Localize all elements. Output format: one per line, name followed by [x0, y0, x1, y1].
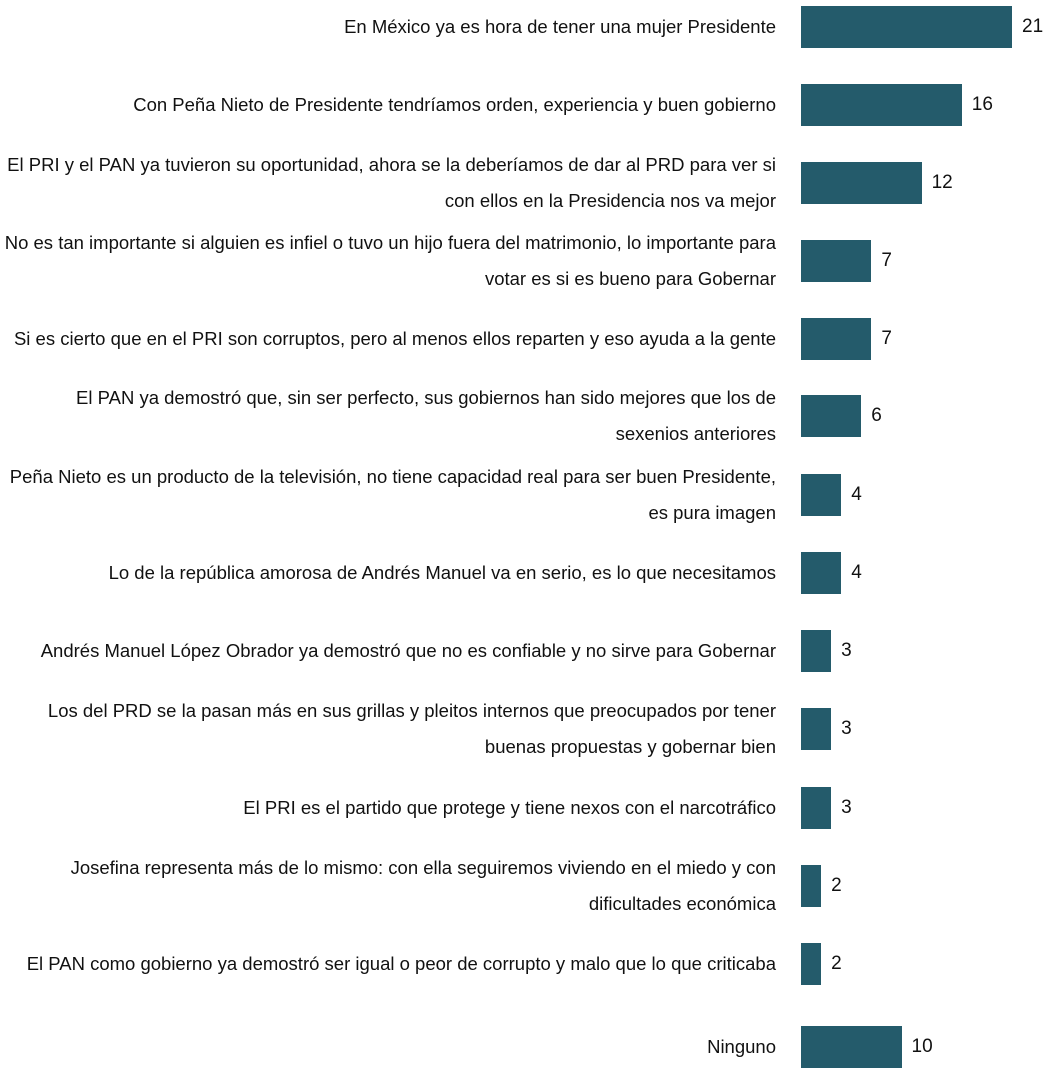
category-label: Josefina representa más de lo mismo: con…: [70, 857, 776, 914]
bar: [801, 630, 832, 672]
bar: [801, 787, 832, 829]
value-label: 2: [831, 953, 842, 974]
bar: [801, 943, 822, 985]
bar: [801, 865, 822, 907]
value-label: 21: [1022, 16, 1044, 37]
value-label: 10: [911, 1036, 933, 1057]
value-label: 12: [931, 172, 953, 193]
value-label: 3: [841, 718, 852, 739]
category-label: El PAN ya demostró que, sin ser perfecto…: [76, 387, 776, 444]
value-label: 4: [851, 562, 862, 583]
value-label: 7: [881, 328, 892, 349]
value-label: 3: [841, 640, 852, 661]
bar: [801, 240, 872, 282]
category-label: El PRI y el PAN ya tuvieron su oportunid…: [7, 154, 776, 211]
value-label: 6: [871, 405, 882, 426]
bar: [801, 1026, 902, 1068]
category-label: Los del PRD se la pasan más en sus grill…: [47, 700, 776, 757]
category-label: En México ya es hora de tener una mujer …: [344, 16, 776, 37]
bar: [801, 318, 872, 360]
bar: [801, 395, 862, 437]
category-label: El PAN como gobierno ya demostró ser igu…: [26, 953, 776, 974]
value-label: 7: [881, 250, 892, 271]
category-label: Peña Nieto es un producto de la televisi…: [9, 466, 776, 523]
bar: [801, 552, 842, 594]
bar: [801, 84, 962, 126]
value-label: 16: [971, 94, 993, 115]
category-label: Ninguno: [707, 1036, 776, 1057]
category-label: Lo de la república amorosa de Andrés Man…: [108, 562, 776, 583]
bar: [801, 162, 922, 204]
bar: [801, 708, 832, 750]
category-label: Andrés Manuel López Obrador ya demostró …: [40, 640, 776, 661]
category-label: El PRI es el partido que protege y tiene…: [243, 797, 776, 818]
value-label: 3: [841, 797, 852, 818]
bar: [801, 6, 1013, 48]
category-label: No es tan importante si alguien es infie…: [4, 232, 776, 289]
value-label: 4: [851, 484, 862, 505]
category-label: Con Peña Nieto de Presidente tendríamos …: [133, 94, 776, 115]
category-label: Si es cierto que en el PRI son corruptos…: [13, 328, 776, 349]
bar: [801, 474, 842, 516]
value-label: 2: [831, 875, 842, 896]
